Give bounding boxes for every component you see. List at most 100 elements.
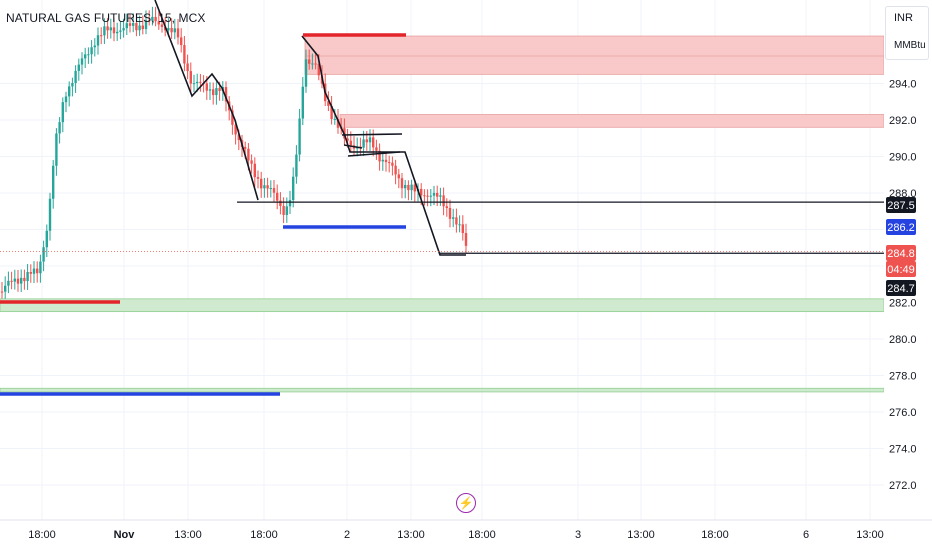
price-label-box	[886, 219, 916, 235]
time-tick: 13:00	[856, 529, 884, 541]
candle-body	[301, 86, 304, 119]
trendline	[154, 0, 259, 201]
candle-body	[266, 185, 269, 189]
price-tick: 294.0	[889, 79, 917, 91]
candle-body	[80, 58, 84, 65]
candle-body	[378, 150, 381, 162]
candle-body	[362, 139, 365, 148]
price-tick: 272.0	[889, 480, 917, 492]
candle-body	[180, 37, 183, 46]
candle-body	[256, 177, 260, 179]
price-tick: 282.0	[889, 298, 917, 310]
candle-body	[48, 198, 52, 231]
candle-body	[231, 110, 234, 125]
candle-body	[269, 188, 272, 190]
price-zones	[0, 35, 885, 393]
trendline	[343, 144, 363, 149]
price-tick: 274.0	[889, 444, 917, 456]
candle-body	[439, 195, 442, 197]
candle-body	[404, 184, 407, 189]
candle-body	[157, 21, 160, 25]
candle-body	[253, 163, 256, 178]
candle-body	[29, 272, 32, 274]
currency-label[interactable]: INR	[894, 12, 913, 24]
zone-supply	[304, 35, 885, 75]
candle-body	[170, 27, 173, 33]
price-label: 04:49	[887, 264, 915, 276]
candle-body	[304, 59, 308, 87]
candle-body	[208, 89, 212, 91]
candle-body	[135, 23, 138, 31]
candle-body	[148, 20, 151, 22]
time-tick: 13:00	[397, 529, 425, 541]
candle-body	[205, 83, 208, 91]
candle-body	[285, 206, 288, 215]
candle-body	[144, 20, 148, 30]
price-tick: 290.0	[889, 152, 917, 164]
price-label-box	[886, 261, 916, 277]
symbol-title[interactable]: NATURAL GAS FUTURES, 15, MCX	[6, 11, 206, 25]
candle-body	[122, 28, 125, 31]
time-tick: 2	[344, 529, 350, 541]
candle-body	[375, 147, 378, 151]
candle-body	[74, 70, 77, 84]
candle-body	[138, 25, 141, 31]
price-label-box	[886, 280, 916, 296]
candle-body	[84, 54, 87, 59]
time-tick: 18:00	[701, 529, 729, 541]
candle-body	[10, 280, 13, 282]
candle-body	[109, 27, 112, 31]
time-tick: 13:00	[627, 529, 655, 541]
candle-body	[100, 35, 103, 37]
candle-body	[327, 101, 330, 106]
candle-body	[448, 208, 452, 219]
candle-body	[186, 63, 189, 72]
time-tick: 6	[803, 529, 809, 541]
candle-body	[61, 102, 64, 123]
price-label-box	[886, 197, 916, 213]
unit-label[interactable]: MMBtu	[894, 40, 926, 51]
price-label: 287.5	[887, 200, 915, 212]
candle-body	[407, 184, 410, 191]
trend-drawings	[0, 0, 884, 396]
lightning-icon[interactable]: ⚡	[456, 493, 476, 513]
price-tick: 280.0	[889, 334, 917, 346]
price-label: 286.2	[887, 222, 915, 234]
candle-body	[436, 192, 439, 197]
candle-body	[244, 146, 247, 149]
candle-body	[394, 165, 397, 175]
candle-body	[372, 137, 375, 148]
candle-body	[426, 195, 429, 197]
price-label-box	[886, 245, 916, 261]
time-tick: 3	[575, 529, 581, 541]
zone-supply	[339, 114, 885, 128]
chart-grid	[0, 0, 884, 520]
candle-body	[420, 188, 423, 196]
candle-body	[119, 30, 122, 32]
candle-body	[4, 285, 7, 292]
candle-body	[103, 26, 106, 36]
currency-unit-panel[interactable]	[885, 6, 929, 60]
candle-body	[295, 154, 298, 177]
candle-body	[189, 71, 192, 84]
candle-body	[23, 277, 26, 282]
candle-body	[250, 160, 253, 164]
candle-body	[410, 184, 413, 191]
candle-body	[77, 64, 80, 71]
candle-body	[336, 118, 340, 128]
time-tick: 18:00	[28, 529, 56, 541]
candle-body	[400, 178, 404, 189]
candle-body	[32, 268, 36, 274]
time-tick: 13:00	[174, 529, 202, 541]
candle-body	[36, 268, 39, 274]
candle-body	[218, 88, 221, 91]
candle-body	[26, 272, 29, 282]
candle-body	[87, 54, 90, 56]
time-axis[interactable]: 18:00 Nov 13:00 18:00 2 13:00 18:00 3 13:00 18:00…	[0, 519, 932, 541]
candle-body	[234, 124, 237, 135]
candle-body	[212, 89, 215, 96]
candle-body	[365, 139, 368, 143]
candle-body	[452, 217, 455, 219]
candle-body	[314, 63, 317, 65]
